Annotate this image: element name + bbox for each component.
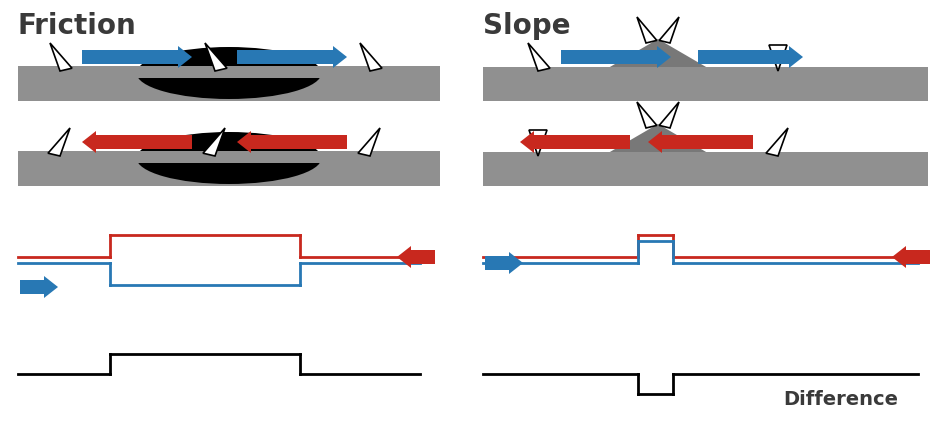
Polygon shape <box>648 132 753 154</box>
Polygon shape <box>82 47 192 69</box>
Polygon shape <box>698 47 803 69</box>
Polygon shape <box>637 18 657 44</box>
Bar <box>18 72 440 102</box>
Polygon shape <box>529 131 547 157</box>
Polygon shape <box>237 47 347 69</box>
Polygon shape <box>48 129 70 157</box>
Polygon shape <box>528 44 550 72</box>
Text: Friction: Friction <box>18 12 137 40</box>
Ellipse shape <box>137 133 322 184</box>
Polygon shape <box>237 132 347 154</box>
Polygon shape <box>659 18 679 44</box>
Bar <box>18 157 440 187</box>
Polygon shape <box>20 276 58 298</box>
Polygon shape <box>397 247 435 268</box>
Bar <box>483 157 928 187</box>
Polygon shape <box>82 132 192 154</box>
Ellipse shape <box>137 48 322 100</box>
Polygon shape <box>892 247 930 268</box>
Bar <box>483 72 928 102</box>
Polygon shape <box>360 44 382 72</box>
Bar <box>18 152 440 164</box>
Bar <box>483 153 928 161</box>
Polygon shape <box>205 44 227 72</box>
Polygon shape <box>520 132 630 154</box>
Polygon shape <box>561 47 671 69</box>
Polygon shape <box>637 103 657 129</box>
Polygon shape <box>203 129 225 157</box>
Polygon shape <box>766 129 788 157</box>
Text: Slope: Slope <box>483 12 571 40</box>
Polygon shape <box>603 40 713 72</box>
Polygon shape <box>50 44 72 72</box>
Polygon shape <box>485 252 523 274</box>
Bar <box>483 68 928 76</box>
Polygon shape <box>603 125 713 157</box>
Polygon shape <box>659 103 679 129</box>
Bar <box>18 67 440 79</box>
Polygon shape <box>358 129 380 157</box>
Text: Difference: Difference <box>783 390 898 409</box>
Polygon shape <box>769 46 787 72</box>
